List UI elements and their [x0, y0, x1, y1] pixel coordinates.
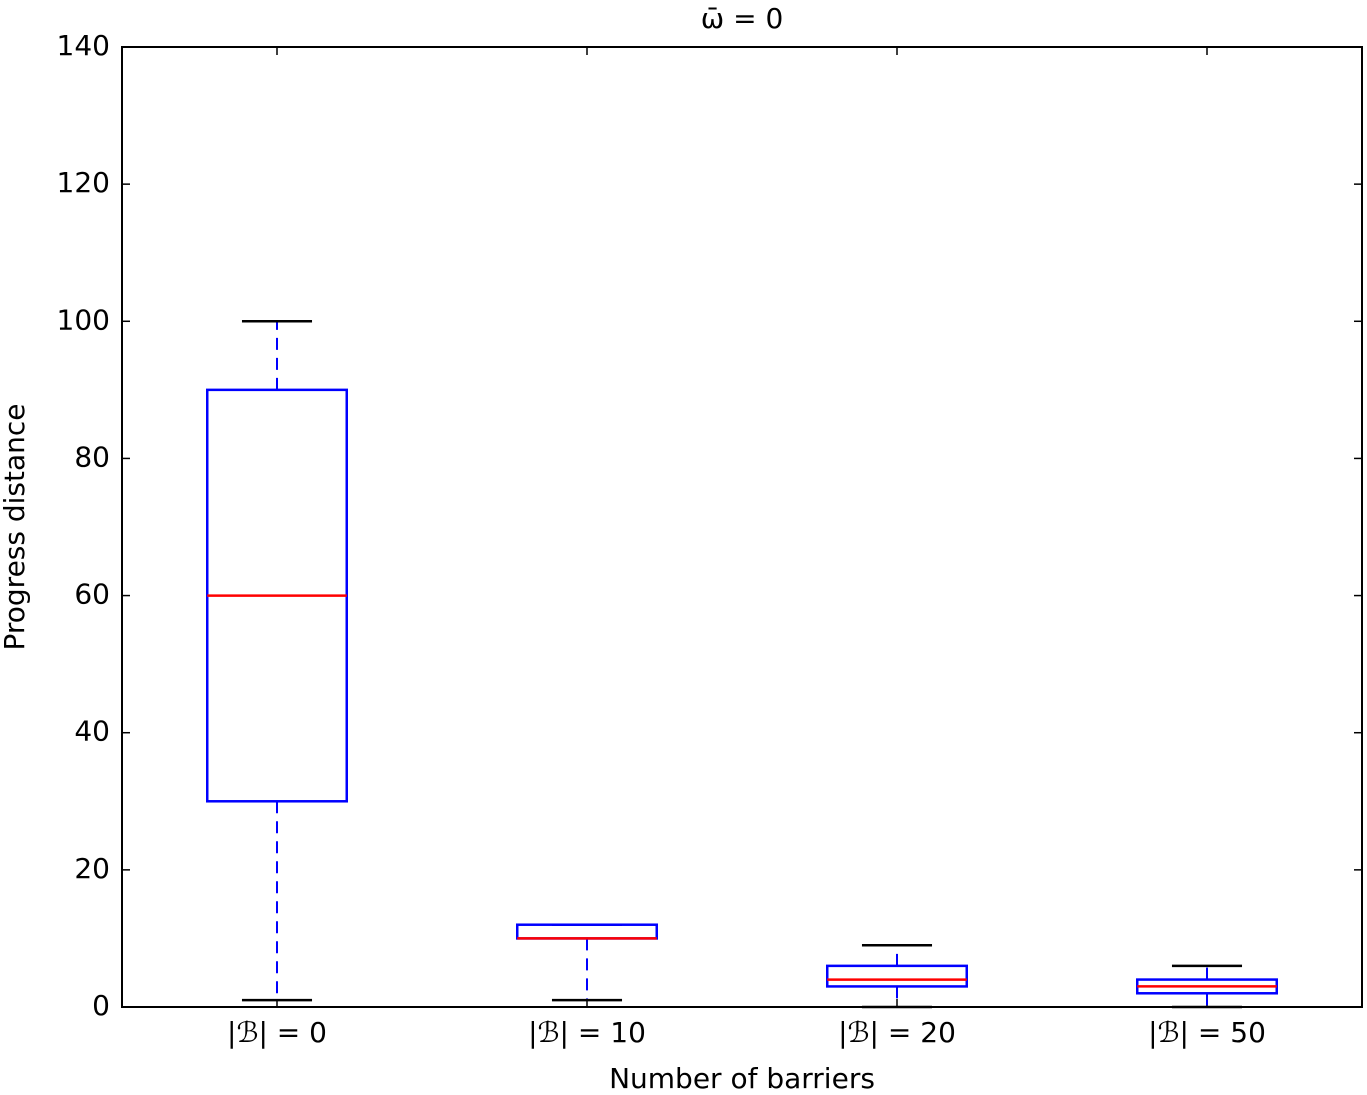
y-tick-label: 140	[57, 29, 110, 62]
y-tick-label: 80	[74, 440, 110, 473]
y-tick-label: 100	[57, 303, 110, 336]
box	[516, 923, 658, 940]
y-tick-label: 40	[74, 715, 110, 748]
chart-title: ω̄ = 0	[701, 2, 784, 35]
y-axis-label: Progress distance	[0, 403, 31, 650]
x-tick-label: |ℬ| = 20	[838, 1016, 956, 1049]
y-tick-label: 120	[57, 166, 110, 199]
x-tick-label: |ℬ| = 0	[227, 1016, 327, 1049]
x-tick-label: |ℬ| = 10	[528, 1016, 646, 1049]
plot-frame	[121, 46, 1363, 1008]
box	[826, 964, 968, 988]
y-tick-label: 20	[74, 852, 110, 885]
y-tick-label: 60	[74, 578, 110, 611]
x-axis-label: Number of barriers	[609, 1062, 875, 1095]
y-tick-label: 0	[92, 989, 110, 1022]
x-tick-label: |ℬ| = 50	[1148, 1016, 1266, 1049]
